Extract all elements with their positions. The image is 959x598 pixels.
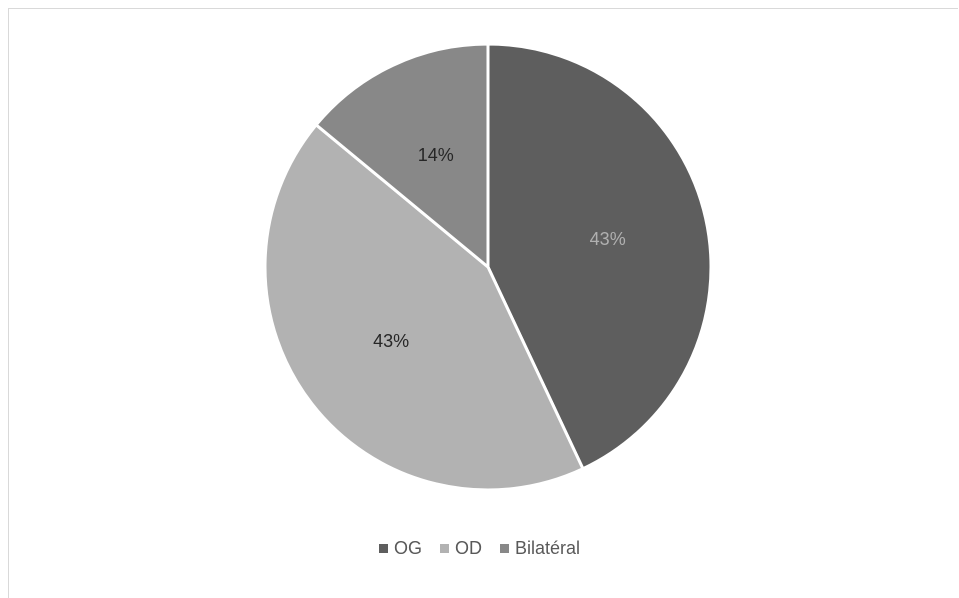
legend-label-bilateral: Bilatéral [515,538,580,559]
legend-swatch-od [440,544,449,553]
data-label-bilateral: 14% [418,145,454,165]
legend-item-bilateral: Bilatéral [500,538,580,559]
legend-swatch-og [379,544,388,553]
legend-swatch-bilateral [500,544,509,553]
chart-legend: OG OD Bilatéral [0,538,959,559]
legend-item-og: OG [379,538,422,559]
legend-label-og: OG [394,538,422,559]
legend-label-od: OD [455,538,482,559]
data-label-od: 43% [373,331,409,351]
data-label-og: 43% [590,229,626,249]
legend-item-od: OD [440,538,482,559]
